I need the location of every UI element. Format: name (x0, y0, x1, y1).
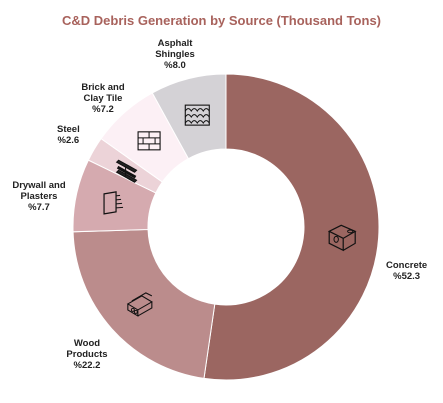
slice-label-drywall-and-plasters: Drywall and Plasters %7.7 (12, 180, 66, 213)
concrete-block-icon (327, 224, 357, 252)
wood-planks-icon (126, 292, 153, 317)
steel-beam-icon (115, 159, 138, 183)
slice-label-brick-and-clay-tile: Brick and Clay Tile %7.2 (81, 82, 125, 115)
slice-concrete (203, 73, 380, 381)
slice-wood-products (72, 228, 216, 379)
brick-wall-icon (137, 131, 161, 151)
chart-title: C&D Debris Generation by Source (Thousan… (61, 13, 381, 28)
slice-label-wood-products: Wood Products %22.2 (66, 338, 108, 371)
slice-asphalt-shingles (151, 73, 227, 160)
slice-label-asphalt-shingles: Asphalt Shingles %8.0 (155, 38, 195, 71)
slice-label-steel: Steel %2.6 (57, 124, 80, 146)
drywall-sheets-icon (103, 191, 124, 215)
shingles-icon (184, 104, 210, 126)
slice-label-concrete: Concrete %52.3 (386, 260, 428, 282)
